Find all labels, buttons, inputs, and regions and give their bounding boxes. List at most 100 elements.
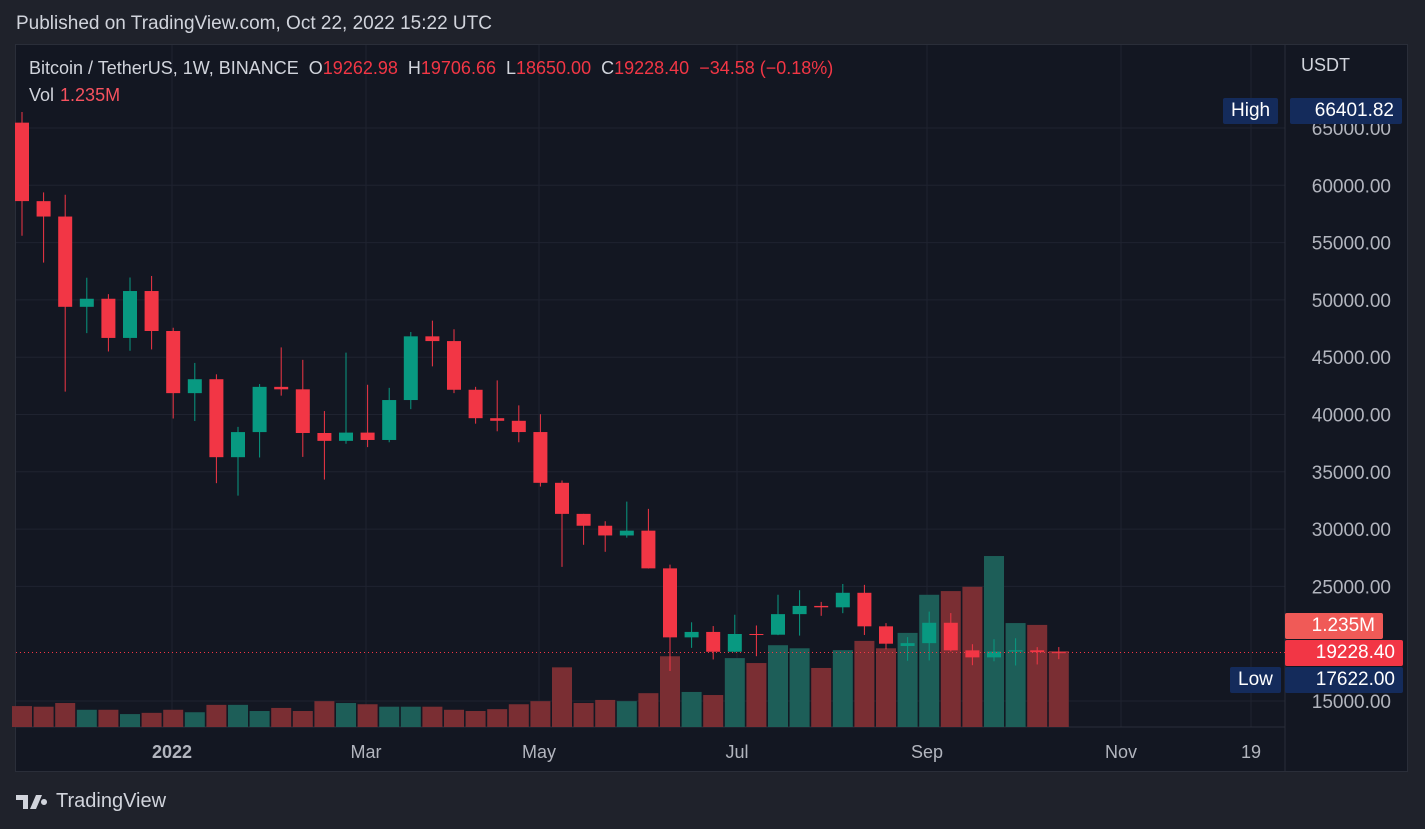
change-value: −34.58 (−0.18%) (699, 58, 834, 78)
candle-body (987, 651, 1001, 658)
open-label: O (308, 58, 323, 78)
volume-bar (292, 711, 313, 727)
volume-bar (1048, 651, 1069, 727)
candle-body (965, 650, 980, 658)
candle-body (339, 432, 353, 441)
candle-body (598, 525, 613, 536)
price-tick-label: 65000.00 (1312, 119, 1391, 140)
candle-body (425, 336, 440, 342)
volume-bar (400, 706, 421, 727)
volume-bar (746, 663, 767, 727)
volume-bar (660, 656, 680, 727)
volume-bar (55, 703, 76, 727)
candle-body (447, 341, 461, 390)
candle-body (684, 631, 699, 638)
volume-bar (336, 703, 356, 727)
price-tick-label: 45000.00 (1312, 348, 1391, 369)
volume-bar (271, 707, 292, 727)
candle-body (490, 418, 505, 421)
volume-value: 1.235M (60, 85, 121, 105)
volume-bar (616, 701, 637, 727)
volume-bar (379, 706, 400, 727)
volume-bar (120, 714, 140, 727)
low-tag-value: 17622.00 (1285, 667, 1403, 693)
candle-body (900, 643, 915, 646)
close-label: C (601, 58, 615, 78)
last-volume-tag: 1.235M (1285, 613, 1383, 639)
volume-bar (789, 648, 810, 727)
price-tick-label: 55000.00 (1312, 234, 1391, 255)
low-label: L (505, 58, 516, 78)
candle-body (468, 389, 483, 419)
time-tick-label: Mar (351, 742, 382, 762)
volume-bar (1027, 624, 1048, 727)
volume-bar (638, 693, 659, 727)
open-value: 19262.98 (322, 58, 398, 78)
time-tick-label: 19 (1241, 742, 1261, 762)
volume-legend: Vol 1.235M (29, 85, 120, 106)
volume-bar (832, 650, 853, 727)
candle-body (663, 568, 677, 638)
volume-bar (876, 648, 896, 727)
price-tick-label: 50000.00 (1312, 291, 1391, 312)
volume-bar (508, 704, 529, 727)
candle-body (1030, 650, 1045, 653)
time-tick-label: 2022 (152, 742, 192, 762)
time-tick-label: May (522, 742, 556, 762)
volume-bar (487, 709, 508, 727)
volume-bar (314, 701, 335, 727)
price-unit: USDT (1301, 55, 1350, 75)
tradingview-logo[interactable]: TradingView (16, 790, 166, 813)
volume-bar (530, 701, 551, 727)
candle-body (101, 298, 116, 338)
volume-bar (595, 699, 616, 727)
candle-body (15, 122, 29, 202)
symbol-label[interactable]: Bitcoin / TetherUS, 1W, BINANCE (29, 58, 299, 78)
volume-bar (76, 709, 97, 727)
volume-bar (703, 695, 724, 727)
time-tick-label: Nov (1105, 742, 1137, 762)
high-label: H (407, 58, 421, 78)
price-tick-label: 60000.00 (1312, 176, 1391, 197)
candle-body (36, 201, 51, 217)
candle-body (79, 298, 94, 307)
volume-bar (897, 632, 918, 727)
last-price-tag: 19228.40 (1285, 640, 1403, 666)
candle-body (555, 482, 569, 514)
candle-body (922, 622, 937, 644)
volume-bar (98, 709, 119, 727)
low-tag-label: Low (1230, 667, 1281, 693)
volume-bar (552, 667, 572, 727)
candle-body (295, 389, 310, 433)
volume-bar (1005, 623, 1026, 727)
volume-bar (465, 711, 486, 727)
price-tick-label: 30000.00 (1312, 520, 1391, 541)
volume-bar (12, 706, 32, 727)
candle-body (879, 626, 893, 644)
volume-bar (206, 704, 227, 727)
volume-label: Vol (29, 85, 55, 105)
candle-body (1051, 652, 1066, 654)
candle-body (274, 386, 289, 390)
volume-bar (681, 691, 702, 727)
candle-body (1008, 650, 1023, 652)
tradingview-logo-icon (16, 794, 48, 809)
candle-body (187, 379, 202, 394)
price-tick-label: 15000.00 (1312, 692, 1391, 713)
candle-body (382, 400, 397, 440)
candle-body (533, 432, 548, 483)
price-tick-label: 40000.00 (1312, 406, 1391, 427)
candle-body (576, 513, 591, 526)
candle-body (231, 432, 245, 458)
volume-bar (184, 712, 205, 727)
volume-bar (249, 711, 270, 727)
volume-bar (940, 591, 961, 727)
candle-body (252, 386, 267, 433)
candle-body (727, 633, 742, 652)
high-tag-label: High (1223, 98, 1279, 124)
candle-body (749, 633, 764, 635)
volume-bar (724, 658, 745, 727)
candle-body (857, 592, 872, 627)
volume-bar (854, 640, 875, 727)
